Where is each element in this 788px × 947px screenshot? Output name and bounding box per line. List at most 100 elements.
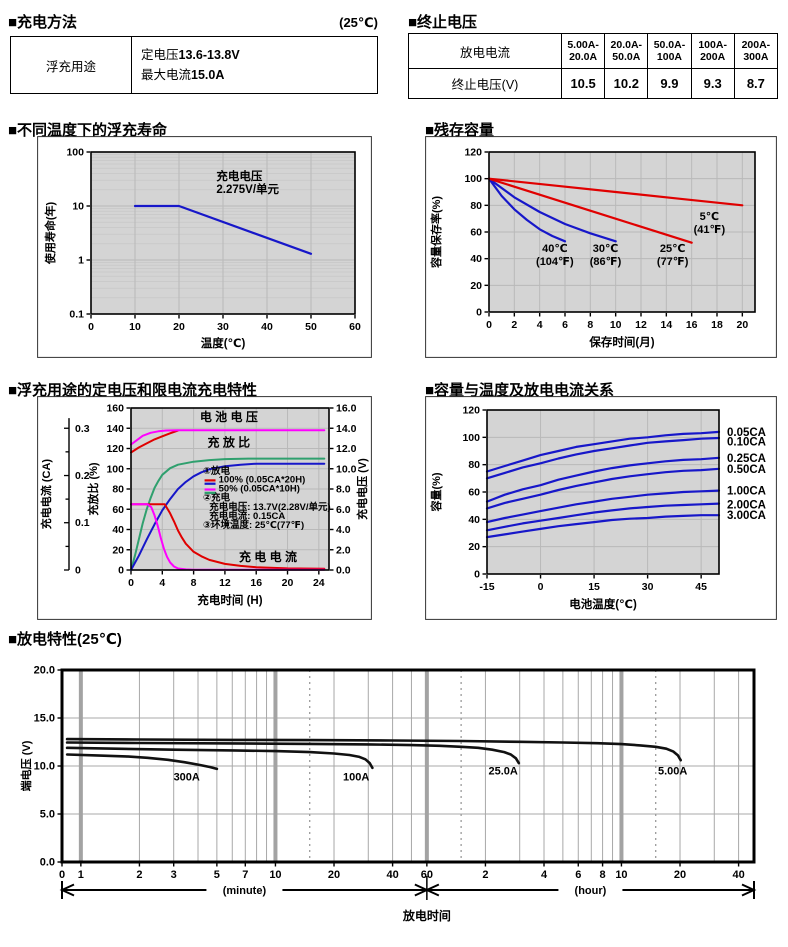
- svg-text:4: 4: [537, 319, 543, 331]
- svg-text:100: 100: [464, 173, 482, 185]
- svg-text:40℃: 40℃: [542, 243, 568, 255]
- svg-text:充电时间 (H): 充电时间 (H): [197, 593, 262, 607]
- svg-text:60: 60: [421, 869, 433, 881]
- svg-text:③环境温度: 25℃(77℉): ③环境温度: 25℃(77℉): [203, 519, 304, 531]
- value-cell: 10.2: [604, 68, 649, 99]
- table-row: 终止电压(V) 10.5 10.2 9.9 9.3 8.7: [408, 68, 779, 99]
- section-title-text: ■充电方法: [8, 14, 78, 31]
- svg-text:80: 80: [470, 200, 482, 212]
- mc-value: 15.0A: [191, 68, 225, 82]
- svg-text:16: 16: [686, 319, 698, 331]
- svg-text:0.1: 0.1: [69, 309, 84, 321]
- svg-text:0.25CA: 0.25CA: [727, 453, 766, 465]
- svg-text:10.0: 10.0: [34, 761, 55, 773]
- svg-text:40: 40: [470, 253, 482, 265]
- svg-text:6: 6: [562, 319, 568, 331]
- svg-text:30: 30: [217, 321, 229, 333]
- svg-text:6.0: 6.0: [336, 504, 351, 516]
- cv-value: 13.6-13.8V: [178, 48, 240, 62]
- svg-text:0: 0: [476, 307, 482, 319]
- constant-voltage-line: 定电压13.6-13.8V: [141, 45, 375, 65]
- discharge-characteristics-chart: 0 1 2 3 5 7 10 20 40 60 2 4 6 8 10 20 40 0.0 5.0 10.0 15.0 20…: [16, 652, 776, 942]
- svg-text:60: 60: [349, 321, 361, 333]
- range-cell: 20.0A- 50.0A: [604, 33, 649, 69]
- svg-text:3: 3: [171, 869, 177, 881]
- section-title-residual-capacity: ■残存容量: [425, 119, 494, 140]
- svg-text:充 电 电 流: 充 电 电 流: [239, 549, 297, 564]
- svg-text:0: 0: [88, 321, 94, 333]
- table-header-row: 放电电流 5.00A- 20.0A 20.0A- 50.0A 50.0A- 10…: [408, 33, 779, 69]
- svg-text:0: 0: [538, 581, 544, 593]
- temp-note: (25℃): [339, 15, 378, 30]
- svg-text:0: 0: [118, 565, 124, 577]
- svg-text:电 池 电 压: 电 池 电 压: [200, 409, 258, 424]
- svg-text:1.00CA: 1.00CA: [727, 486, 766, 498]
- svg-text:2.275V/单元: 2.275V/单元: [216, 182, 279, 196]
- svg-text:20: 20: [173, 321, 185, 333]
- svg-text:0: 0: [128, 577, 134, 589]
- svg-text:14.0: 14.0: [336, 423, 357, 435]
- svg-text:2: 2: [482, 869, 488, 881]
- svg-text:容量保存率(%): 容量保存率(%): [429, 196, 443, 269]
- svg-text:18: 18: [711, 319, 723, 331]
- svg-text:20: 20: [282, 577, 294, 589]
- svg-text:(104℉): (104℉): [536, 256, 574, 268]
- svg-text:100A: 100A: [343, 771, 369, 783]
- svg-text:60: 60: [470, 227, 482, 239]
- svg-text:4: 4: [159, 577, 165, 589]
- svg-text:充电电流: 0.15CA: 充电电流: 0.15CA: [209, 510, 285, 522]
- svg-text:60: 60: [468, 487, 480, 499]
- svg-text:120: 120: [462, 405, 480, 417]
- svg-text:10: 10: [72, 201, 84, 213]
- svg-text:7: 7: [242, 869, 248, 881]
- svg-text:2: 2: [136, 869, 142, 881]
- svg-text:0: 0: [474, 569, 480, 581]
- svg-text:40: 40: [732, 869, 744, 881]
- svg-text:2.00CA: 2.00CA: [727, 499, 766, 511]
- section-title-charge-characteristics: ■浮充用途的定电压和限电流充电特性: [8, 379, 257, 400]
- section-title-text: ■不同温度下的浮充寿命: [8, 122, 168, 139]
- svg-text:140: 140: [106, 423, 124, 435]
- value-cell: 8.7: [733, 68, 779, 99]
- svg-text:10: 10: [615, 869, 627, 881]
- svg-text:5: 5: [214, 869, 220, 881]
- svg-text:20: 20: [736, 319, 748, 331]
- svg-text:40: 40: [386, 869, 398, 881]
- svg-text:12: 12: [219, 577, 231, 589]
- svg-text:0: 0: [75, 565, 81, 577]
- capacity-vs-temperature-chart: -15 0 15 30 45 0 20 40 60 80 100 120 容量(%) 电池温度(℃) 0.0…: [425, 396, 777, 620]
- svg-text:10: 10: [129, 321, 141, 333]
- svg-text:5.0: 5.0: [40, 809, 55, 821]
- svg-text:80: 80: [112, 484, 124, 496]
- svg-text:20: 20: [674, 869, 686, 881]
- svg-text:8.0: 8.0: [336, 484, 351, 496]
- svg-text:12: 12: [635, 319, 647, 331]
- svg-text:15.0: 15.0: [34, 713, 55, 725]
- svg-text:15: 15: [588, 581, 600, 593]
- row-label-cell: 终止电压(V): [408, 68, 562, 99]
- svg-text:1: 1: [78, 869, 84, 881]
- svg-text:充放比 (%): 充放比 (%): [86, 462, 100, 515]
- svg-text:20: 20: [328, 869, 340, 881]
- svg-text:16.0: 16.0: [336, 403, 357, 415]
- svg-text:300A: 300A: [174, 771, 200, 783]
- float-life-chart: 0 10 20 30 40 50 60 0.1 1 10 100 使用寿命(年) 温度(℃) 充电电压 2.…: [37, 136, 372, 358]
- svg-text:(hour): (hour): [575, 885, 607, 897]
- svg-text:8: 8: [587, 319, 593, 331]
- svg-text:40: 40: [261, 321, 273, 333]
- svg-text:0.05CA: 0.05CA: [727, 427, 766, 439]
- svg-text:2: 2: [511, 319, 517, 331]
- value-cell: 9.9: [647, 68, 692, 99]
- svg-text:50% (0.05CA*10H): 50% (0.05CA*10H): [219, 484, 300, 495]
- section-title-capacity-vs-temperature: ■容量与温度及放电电流关系: [425, 379, 614, 400]
- section-title-termination-voltage: ■终止电压: [408, 11, 778, 32]
- svg-text:12.0: 12.0: [336, 443, 357, 455]
- svg-text:2.0: 2.0: [336, 544, 351, 556]
- svg-text:充电电压: 13.7V(2.28V/单元): 充电电压: 13.7V(2.28V/单元): [209, 501, 330, 513]
- section-title-text: ■容量与温度及放电电流关系: [425, 382, 615, 399]
- svg-text:120: 120: [106, 443, 124, 455]
- svg-text:20: 20: [470, 280, 482, 292]
- svg-text:(86℉): (86℉): [590, 256, 622, 268]
- svg-text:0.3: 0.3: [75, 423, 90, 435]
- svg-text:10: 10: [610, 319, 622, 331]
